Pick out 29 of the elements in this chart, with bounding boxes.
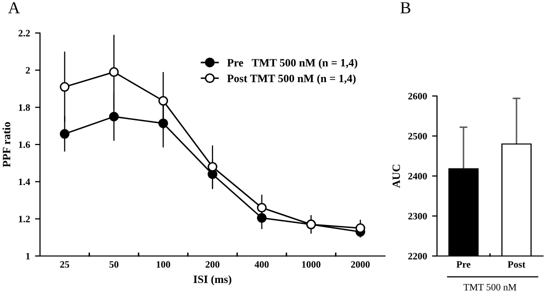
y-tick-label: 2500 [408, 132, 427, 140]
y-tick-label: 2400 [408, 172, 427, 180]
x-tick-label: 50 [109, 261, 118, 268]
x-tick-label: 400 [254, 261, 269, 268]
x-axis-title: ISI (ms) [194, 275, 232, 286]
y-tick-label: 2300 [408, 212, 427, 220]
y-axis-title: PPF ratio [2, 122, 10, 168]
x-axis-title: TMT 500 nM [464, 284, 516, 290]
x-tick-label: 2000 [351, 261, 370, 268]
legend-label: Pre TMT 500 nM (n = 1,4) [227, 58, 358, 69]
y-tick-label: 2.2 [18, 30, 30, 37]
y-tick-label: 2 [26, 67, 30, 74]
legend-label: Post TMT 500 nM (n = 1,4) [227, 74, 356, 84]
y-tick-label: 1.2 [18, 216, 30, 222]
y-tick-label: 1.8 [18, 104, 30, 111]
y-tick-label: 1.4 [18, 178, 30, 186]
x-tick-label: 1000 [302, 261, 320, 268]
y-tick-label: 1 [26, 252, 30, 260]
chart-title: B [400, 2, 410, 14]
y-tick-label: 1.6 [18, 141, 30, 148]
chart-title: A [8, 2, 20, 14]
y-tick-label: 2200 [408, 252, 427, 260]
y-axis-title: AUC [392, 164, 400, 188]
x-tick-label: Pre [456, 261, 470, 268]
y-tick-label: 2600 [408, 92, 427, 100]
x-tick-label: 100 [156, 261, 170, 268]
x-tick-label: 25 [60, 261, 70, 268]
x-tick-label: Post [508, 261, 526, 268]
x-tick-label: 200 [206, 261, 220, 268]
